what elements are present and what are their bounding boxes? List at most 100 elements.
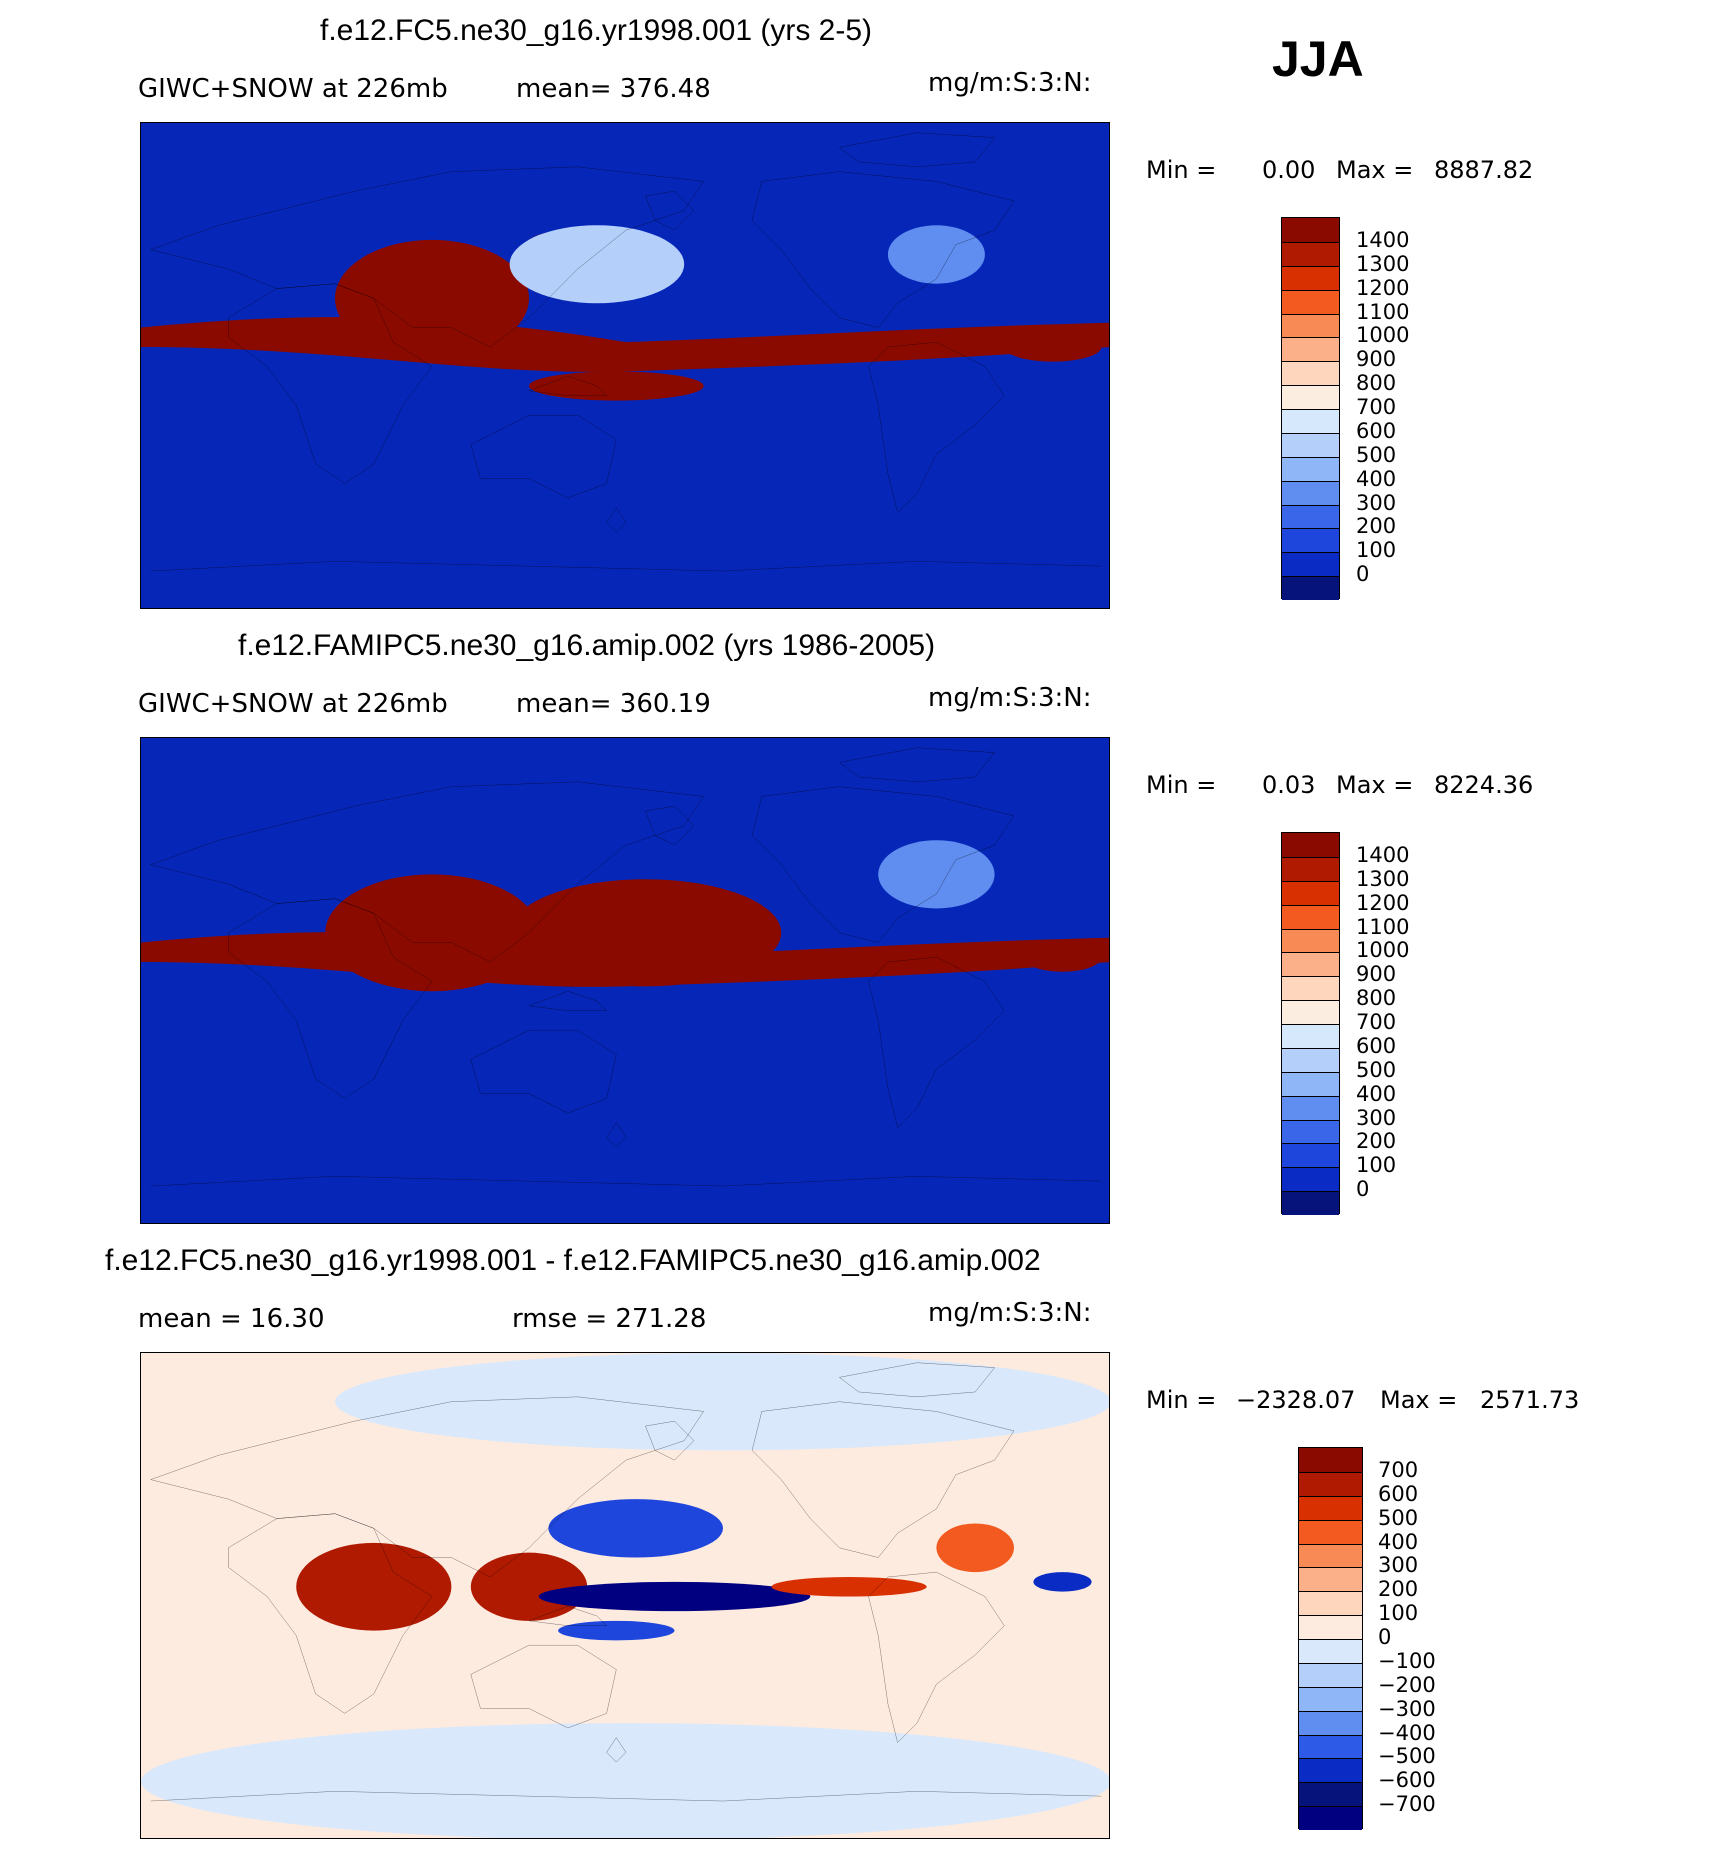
panel-2-colorbar-tick-label: 100 <box>1356 1153 1397 1178</box>
panel-3-coastline-5 <box>607 1738 626 1762</box>
panel-3-map <box>140 1352 1110 1839</box>
panel-1-coastline-9 <box>151 561 1102 571</box>
panel-1-contour-field <box>141 123 1109 608</box>
panel-1-colorbar-swatch-13 <box>1282 528 1339 553</box>
panel-2-colorbar-tick-label: 900 <box>1356 962 1397 987</box>
panel-3-colorbar-tick-label: −200 <box>1378 1672 1436 1697</box>
panel-2-max-label: Max = <box>1336 771 1414 799</box>
panel-1-colorbar-swatch-11 <box>1282 480 1339 505</box>
panel-2-mean-label: mean= 360.19 <box>516 689 711 719</box>
panel-1-coastline-4 <box>471 415 617 498</box>
panel-2-variable-label: GIWC+SNOW at 226mb <box>138 689 448 719</box>
panel-1-colorbar-tick-label: 400 <box>1356 466 1397 491</box>
panel-3-max-value: 2571.73 <box>1480 1386 1580 1414</box>
panel-3-contour-blob-8 <box>936 1523 1014 1573</box>
panel-1-contour-blob-3 <box>509 225 685 304</box>
panel-2-coastline-3 <box>529 991 607 1010</box>
panel-2-colorbar-swatch-4 <box>1282 928 1339 953</box>
panel-2-colorbar-tick-label: 1400 <box>1356 842 1410 867</box>
panel-3-colorbar-swatch-6 <box>1299 1591 1362 1616</box>
panel-3-colorbar-tick-label: 0 <box>1378 1625 1392 1649</box>
panel-3-contour-blob-2 <box>296 1542 452 1631</box>
panel-1-colorbar-tick-label: 700 <box>1356 395 1397 419</box>
panel-2-colorbar-tick-label: 300 <box>1356 1105 1397 1130</box>
panel-1-colorbar-swatch-10 <box>1282 456 1339 481</box>
panel-3-contour-blob-0 <box>141 1723 1109 1838</box>
panel-1-colorbar-swatch-6 <box>1282 361 1339 386</box>
panel-3-contour-blob-5 <box>538 1581 811 1612</box>
panel-1-map <box>140 122 1110 609</box>
panel-2-colorbar-tick-label: 0 <box>1356 1177 1370 1202</box>
panel-3-coastline-2 <box>645 1421 694 1460</box>
panel-1-colorbar-swatch-1 <box>1282 241 1339 266</box>
panel-1-contour-blob-5 <box>887 225 985 284</box>
panel-2-coastlines <box>151 748 1102 1186</box>
panel-3-coastlines <box>151 1363 1102 1801</box>
panel-3-max-label: Max = <box>1380 1386 1458 1414</box>
panel-3-coastline-7 <box>869 1572 1005 1742</box>
panel-1-variable-label: GIWC+SNOW at 226mb <box>138 74 448 104</box>
panel-3-colorbar-swatch-5 <box>1299 1567 1362 1592</box>
panel-2-colorbar-swatch-0 <box>1282 833 1339 857</box>
panel-2-colorbar-swatch-13 <box>1282 1143 1339 1168</box>
panel-1-colorbar-tick-label: 300 <box>1356 490 1397 515</box>
panel-3-contour-blob-1 <box>335 1353 1109 1451</box>
panel-1-colorbar-tick-label: 1000 <box>1356 323 1410 348</box>
panel-2-contour-blob-4 <box>1023 942 1102 972</box>
panel-1-colorbar-swatch-8 <box>1282 409 1339 433</box>
panel-2-colorbar-tick-label: 600 <box>1356 1033 1397 1058</box>
panel-1-colorbar-swatch-3 <box>1282 289 1339 314</box>
panel-3-colorbar-swatch-11 <box>1299 1710 1362 1735</box>
panel-3-colorbar-tick-label: 100 <box>1378 1601 1419 1626</box>
panel-1-colorbar-tick-label: 100 <box>1356 538 1397 563</box>
panel-3-colorbar-swatch-0 <box>1299 1448 1362 1472</box>
panel-2-max-value: 8224.36 <box>1434 771 1534 799</box>
panel-2-coastline-1 <box>151 782 704 962</box>
panel-1-colorbar-swatch-2 <box>1282 265 1339 290</box>
panel-1-coastline-1 <box>151 167 704 347</box>
panel-2-colorbar-swatch-12 <box>1282 1119 1339 1144</box>
panel-1-max-value: 8887.82 <box>1434 156 1534 184</box>
panel-1-mean-label: mean= 376.48 <box>516 74 711 104</box>
panel-2-coastline-8 <box>839 748 994 782</box>
panel-3-colorbar-swatch-12 <box>1299 1734 1362 1759</box>
season-label: JJA <box>1272 31 1364 87</box>
panel-1-contour-blob-1 <box>141 317 1109 372</box>
panel-2-coastline-5 <box>607 1123 626 1147</box>
panel-2-units-label: mg/m:S:3:N: <box>928 683 1092 713</box>
panel-3-colorbar-tick-label: 300 <box>1378 1553 1419 1578</box>
panel-2-contour-blob-3 <box>878 840 995 909</box>
panel-3-colorbar-swatch-1 <box>1299 1471 1362 1496</box>
panel-1-coastline-6 <box>752 172 1014 328</box>
panel-1-colorbar <box>1281 217 1340 600</box>
panel-2-min-label: Min = <box>1146 771 1217 799</box>
panel-2-colorbar-swatch-14 <box>1282 1167 1339 1192</box>
panel-3-contour-blob-9 <box>1033 1572 1092 1592</box>
panel-1-coastline-7 <box>869 342 1005 512</box>
panel-1-colorbar-swatch-4 <box>1282 313 1339 338</box>
panel-1-colorbar-tick-label: 900 <box>1356 347 1397 372</box>
panel-3-colorbar-tick-label: 600 <box>1378 1481 1419 1506</box>
panel-3-coastline-6 <box>752 1402 1014 1558</box>
panel-2-colorbar-tick-label: 1200 <box>1356 890 1410 915</box>
panel-3-colorbar-tick-label: 400 <box>1378 1529 1419 1554</box>
panel-1-min-value: 0.00 <box>1262 156 1316 184</box>
panel-2-title: f.e12.FAMIPC5.ne30_g16.amip.002 (yrs 198… <box>238 629 936 662</box>
panel-1-colorbar-tick-label: 1100 <box>1356 299 1410 324</box>
panel-1-colorbar-swatch-12 <box>1282 504 1339 529</box>
panel-3-colorbar-swatch-13 <box>1299 1758 1362 1783</box>
panel-3-colorbar-tick-label: −300 <box>1378 1696 1436 1721</box>
panel-1-coastline-8 <box>839 133 994 167</box>
panel-3-rmse-label: rmse = 271.28 <box>512 1304 707 1334</box>
panel-2-colorbar-swatch-3 <box>1282 904 1339 929</box>
panel-2-colorbar-tick-label: 1000 <box>1356 938 1410 963</box>
panel-2-colorbar-tick-label: 700 <box>1356 1010 1397 1034</box>
panel-1-coastline-2 <box>645 191 694 230</box>
panel-3-colorbar-swatch-8 <box>1299 1639 1362 1663</box>
panel-2-colorbar-tick-label: 800 <box>1356 986 1397 1011</box>
panel-2-colorbar-swatch-1 <box>1282 856 1339 881</box>
panel-2-coastline-6 <box>752 787 1014 943</box>
panel-3-coastline-3 <box>529 1606 607 1625</box>
panel-1-contour-blob-4 <box>529 371 704 401</box>
panel-2-colorbar-swatch-7 <box>1282 1000 1339 1024</box>
